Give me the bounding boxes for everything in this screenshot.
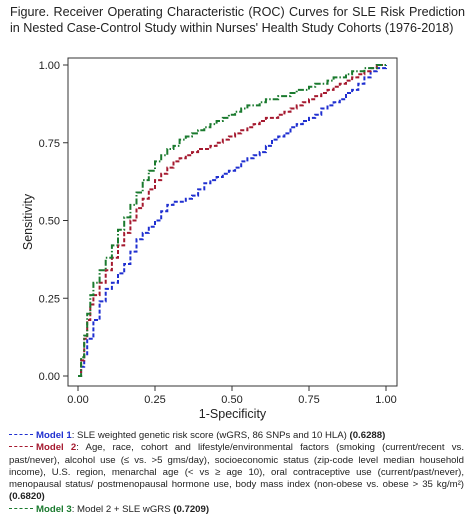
x-tick-label: 1.00 (375, 394, 396, 406)
x-tick-label: 0.25 (144, 394, 165, 406)
roc-curve-model-1 (78, 65, 387, 377)
model-2-key (9, 446, 33, 448)
caption-model-2: Model 2: Age, race, cohort and lifestyle… (9, 442, 464, 503)
x-tick-label: 0.00 (67, 394, 88, 406)
model-3-name: Model 3 (36, 503, 72, 515)
x-axis-label: 1-Specificity (199, 407, 267, 421)
model-1-key (9, 433, 33, 435)
axes (67, 57, 398, 387)
figure-caption: Model 1: SLE weighted genetic risk score… (9, 430, 464, 516)
roc-curves (78, 64, 387, 377)
ticks: 0.00 0.25 0.50 0.75 1.00 0.00 0.25 0.50 0.75 1.00 (39, 60, 397, 406)
plot-frame (67, 57, 398, 387)
model-3-key (9, 507, 33, 509)
roc-curve-model-2 (78, 64, 386, 377)
y-tick-label: 1.00 (39, 60, 60, 72)
x-tick-label: 0.50 (221, 394, 242, 406)
x-tick-label: 0.75 (298, 394, 319, 406)
model-2-name: Model 2 (36, 442, 77, 454)
y-tick-label: 0.25 (39, 293, 60, 305)
model-2-description: : Age, race, cohort and lifestyle/enviro… (9, 442, 464, 491)
y-axis-label: Sensitivity (21, 193, 35, 250)
figure-title: Figure. Receiver Operating Characteristi… (10, 5, 465, 35)
y-tick-label: 0.50 (39, 216, 60, 228)
roc-chart: 0.00 0.25 0.50 0.75 1.00 0.00 0.25 0.50 0.75 1.00… (21, 57, 398, 421)
model-3-auc: (0.7209) (173, 503, 210, 515)
model-1-auc: (0.6288) (349, 430, 386, 441)
y-tick-label: 0.00 (39, 371, 60, 383)
caption-model-3: Model 3: Model 2 + SLE wGRS (0.7209) (9, 504, 464, 516)
roc-curve-model-3 (78, 64, 386, 377)
model-2-auc: (0.6820) (9, 491, 45, 503)
model-1-description: : SLE weighted genetic risk score (wGRS,… (71, 430, 350, 441)
y-tick-label: 0.75 (39, 138, 60, 150)
model-3-description: : Model 2 + SLE wGRS (71, 503, 174, 515)
model-1-name: Model 1 (36, 430, 72, 441)
caption-model-1: Model 1: SLE weighted genetic risk score… (9, 430, 464, 442)
